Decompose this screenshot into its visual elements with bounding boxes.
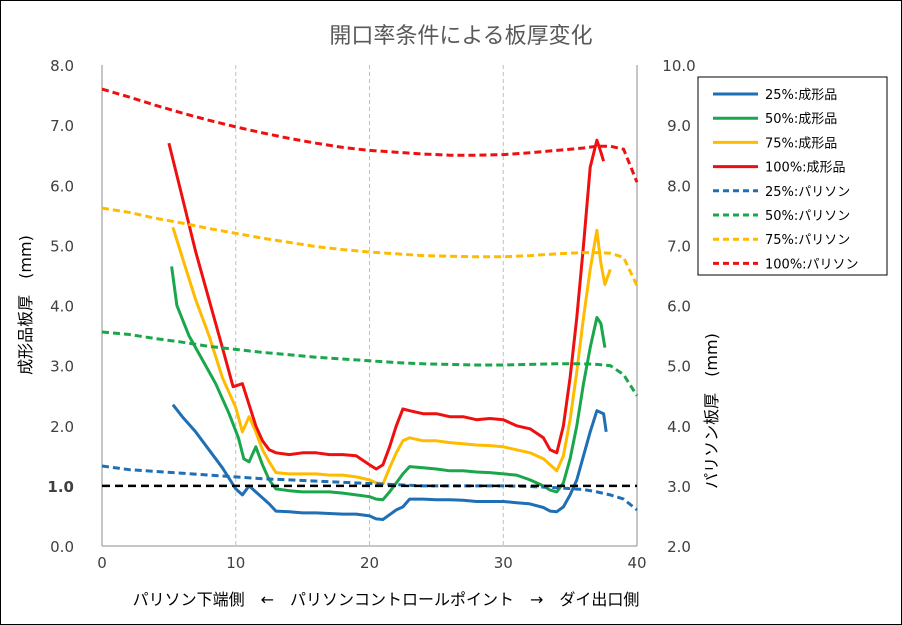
series-line-0 (171, 403, 608, 521)
x-tick-label-0: 0 (97, 554, 107, 572)
legend-label-5: 50%:パリソン (765, 209, 850, 224)
legend-box (697, 76, 888, 276)
tick-labels: 0 10 20 30 40 0.0 1.0 2.0 3.0 4.0 5.0 6.0 7.0 8.0 2.0 3… (47, 57, 695, 572)
x-axis-title: パリソン下端側 ← パリソンコントロールポイント → ダイ出口側 (133, 590, 640, 609)
series-line-7 (101, 87, 639, 183)
series-line-5 (101, 330, 639, 397)
legend-label-3: 100%:成形品 (765, 161, 846, 176)
x-tick-label-2: 20 (360, 554, 379, 572)
y-left-tick-label-2: 2.0 (50, 418, 74, 436)
legend-label-6: 75%:パリソン (765, 233, 850, 248)
y-left-tick-label-8: 8.0 (50, 57, 74, 75)
y-left-tick-label-7: 7.0 (50, 117, 74, 135)
series-line-4 (101, 464, 638, 512)
series-line-1 (170, 266, 607, 502)
y-axis-title-right: パリソン板厚 (mm) (702, 333, 721, 489)
x-tick-label-4: 40 (627, 554, 646, 572)
legend-label-1: 50%:成形品 (765, 112, 837, 127)
y-right-tick-label-1: 3.0 (667, 478, 691, 496)
y-left-tick-label-4: 4.0 (50, 298, 74, 316)
series-line-2 (171, 226, 612, 486)
y-right-tick-label-6: 8.0 (667, 177, 691, 195)
x-tick-label-3: 30 (494, 554, 513, 572)
y-right-tick-label-8: 10.0 (662, 57, 695, 75)
legend-label-7: 100%:パリソン (765, 257, 859, 272)
y-axis-title-left: 成形品板厚 (mm) (16, 235, 35, 375)
x-tick-label-1: 10 (226, 554, 245, 572)
legend-label-0: 25%:成形品 (765, 88, 837, 103)
y-left-tick-label-1: 1.0 (47, 478, 74, 496)
legend: 25%:成形品 50%:成形品 75%:成形品 100%:成形品 25%:パリソン 50%… (697, 76, 888, 276)
series-line-3 (167, 138, 606, 471)
legend-label-2: 75%:成形品 (765, 136, 837, 151)
chart-title: 開口率条件による板厚変化 (329, 24, 592, 49)
y-right-tick-label-2: 4.0 (667, 418, 691, 436)
y-left-tick-label-3: 3.0 (50, 358, 74, 376)
axes (101, 65, 638, 547)
y-left-tick-label-0: 0.0 (50, 538, 74, 556)
y-right-tick-label-3: 5.0 (667, 358, 691, 376)
y-left-tick-label-5: 5.0 (50, 237, 74, 255)
y-right-tick-label-5: 7.0 (667, 237, 691, 255)
legend-label-4: 25%:パリソン (765, 185, 850, 200)
y-right-tick-label-4: 6.0 (667, 298, 691, 316)
series-line-6 (101, 206, 639, 287)
y-right-tick-label-0: 2.0 (667, 538, 691, 556)
series-lines (101, 87, 639, 521)
y-left-tick-label-6: 6.0 (50, 177, 74, 195)
y-right-tick-label-7: 9.0 (667, 117, 691, 135)
